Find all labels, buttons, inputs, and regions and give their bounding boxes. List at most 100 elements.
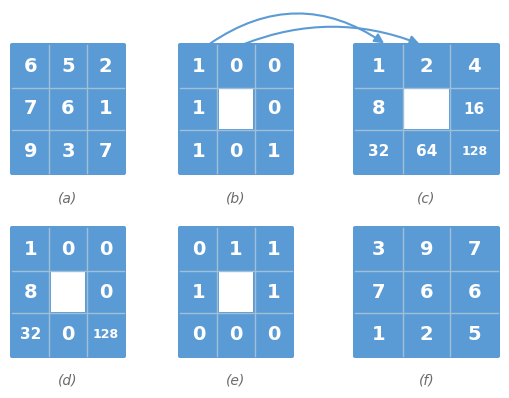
Text: (f): (f) <box>418 374 434 388</box>
Bar <box>218 89 252 129</box>
Text: 2: 2 <box>419 325 433 344</box>
Text: 9: 9 <box>24 142 37 161</box>
Bar <box>451 47 496 86</box>
Text: 7: 7 <box>98 142 112 161</box>
Bar <box>403 315 448 355</box>
Bar <box>13 315 48 355</box>
Bar <box>13 272 48 312</box>
Bar <box>181 272 215 312</box>
Bar <box>51 315 85 355</box>
Bar <box>51 132 85 172</box>
Bar <box>88 132 122 172</box>
Bar <box>256 230 290 269</box>
Bar <box>218 47 252 86</box>
FancyBboxPatch shape <box>178 226 293 358</box>
Bar <box>403 230 448 269</box>
Text: 9: 9 <box>419 240 433 259</box>
Text: 1: 1 <box>266 283 279 302</box>
Bar <box>218 132 252 172</box>
Bar <box>88 230 122 269</box>
Bar <box>451 230 496 269</box>
Text: 1: 1 <box>191 57 205 76</box>
Text: 1: 1 <box>266 240 279 259</box>
Text: 5: 5 <box>61 57 75 76</box>
Text: 0: 0 <box>266 100 279 119</box>
Text: (a): (a) <box>58 191 77 205</box>
Text: 0: 0 <box>266 325 279 344</box>
Bar <box>403 89 448 129</box>
Text: 6: 6 <box>61 100 75 119</box>
Text: 2: 2 <box>419 57 433 76</box>
Bar <box>403 132 448 172</box>
Bar <box>356 230 401 269</box>
FancyArrowPatch shape <box>210 14 382 43</box>
Text: 8: 8 <box>24 283 37 302</box>
Bar <box>256 132 290 172</box>
Bar <box>181 89 215 129</box>
Bar <box>403 272 448 312</box>
Text: 7: 7 <box>24 100 37 119</box>
FancyBboxPatch shape <box>178 43 293 175</box>
Bar <box>51 272 85 312</box>
Text: 128: 128 <box>460 145 486 158</box>
Text: 3: 3 <box>372 240 385 259</box>
Text: 1: 1 <box>229 240 242 259</box>
Bar <box>218 272 252 312</box>
Text: 32: 32 <box>367 144 389 159</box>
Bar <box>256 272 290 312</box>
Text: 1: 1 <box>24 240 37 259</box>
Text: 1: 1 <box>266 142 279 161</box>
Bar <box>356 272 401 312</box>
Text: 0: 0 <box>191 325 205 344</box>
FancyBboxPatch shape <box>352 43 499 175</box>
Text: 64: 64 <box>415 144 436 159</box>
Bar <box>13 132 48 172</box>
Text: 1: 1 <box>191 283 205 302</box>
Text: 128: 128 <box>92 328 118 341</box>
Text: 6: 6 <box>24 57 37 76</box>
FancyArrowPatch shape <box>244 27 417 44</box>
Bar <box>181 132 215 172</box>
FancyBboxPatch shape <box>352 226 499 358</box>
FancyBboxPatch shape <box>10 226 126 358</box>
Text: 16: 16 <box>463 101 484 117</box>
Text: 0: 0 <box>229 57 242 76</box>
Bar <box>181 230 215 269</box>
Text: 2: 2 <box>98 57 112 76</box>
Bar <box>51 89 85 129</box>
Text: 32: 32 <box>20 327 41 342</box>
Text: (b): (b) <box>226 191 245 205</box>
Bar <box>13 230 48 269</box>
Text: 0: 0 <box>266 57 279 76</box>
Bar <box>256 89 290 129</box>
Bar <box>13 89 48 129</box>
Text: 0: 0 <box>229 325 242 344</box>
Text: 0: 0 <box>98 240 112 259</box>
Text: 1: 1 <box>371 57 385 76</box>
Text: 1: 1 <box>98 100 112 119</box>
Text: 7: 7 <box>372 283 385 302</box>
Text: 0: 0 <box>229 142 242 161</box>
Text: 1: 1 <box>371 325 385 344</box>
Text: 6: 6 <box>419 283 433 302</box>
Bar <box>88 47 122 86</box>
FancyBboxPatch shape <box>10 43 126 175</box>
Bar <box>88 89 122 129</box>
Text: 1: 1 <box>191 142 205 161</box>
Bar <box>451 89 496 129</box>
Text: 0: 0 <box>191 240 205 259</box>
Bar <box>218 230 252 269</box>
Text: 1: 1 <box>191 100 205 119</box>
Bar <box>403 47 448 86</box>
Text: 5: 5 <box>466 325 480 344</box>
Bar <box>356 132 401 172</box>
Text: 7: 7 <box>467 240 480 259</box>
Text: (c): (c) <box>416 191 435 205</box>
Bar <box>51 47 85 86</box>
Bar <box>451 315 496 355</box>
Text: 3: 3 <box>61 142 75 161</box>
Bar <box>88 272 122 312</box>
Bar <box>356 315 401 355</box>
Text: 6: 6 <box>466 283 480 302</box>
Text: 0: 0 <box>98 283 112 302</box>
